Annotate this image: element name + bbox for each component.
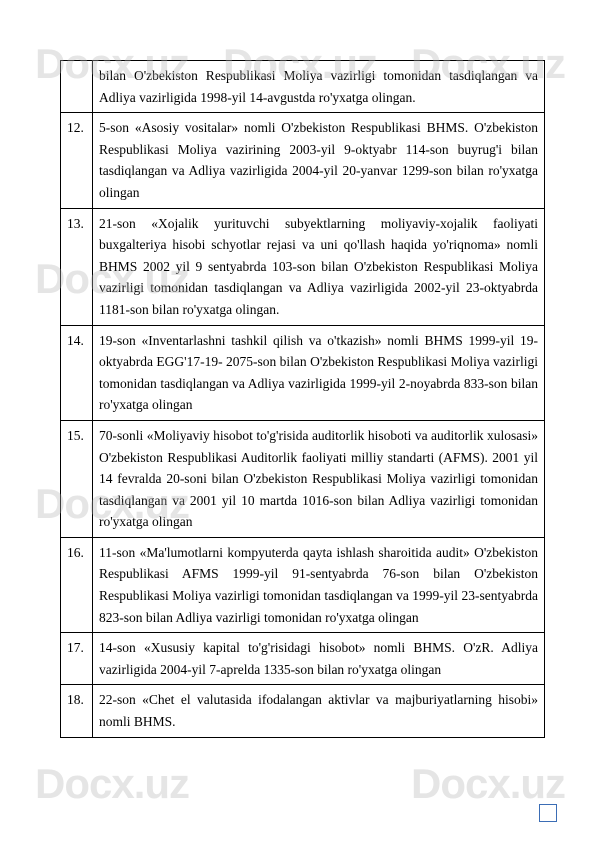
table-row: 15. 70-sonli «Moliyaviy hisobot to'g'ris… xyxy=(61,420,545,537)
row-text: 21-son «Xojalik yurituvchi subyektlarnin… xyxy=(93,208,545,325)
row-text: 19-son «Inventarlashni tashkil qilish va… xyxy=(93,325,545,420)
row-number: 12. xyxy=(61,113,93,208)
table-row: 17. 14-son «Xususiy kapital to'g'risidag… xyxy=(61,633,545,685)
document-table: bilan O'zbekiston Respublikasi Moliya va… xyxy=(60,60,545,738)
row-number: 18. xyxy=(61,685,93,737)
page-number-box xyxy=(539,804,557,822)
row-number: 14. xyxy=(61,325,93,420)
table-row: 18. 22-son «Chet el valutasida ifodalang… xyxy=(61,685,545,737)
table-row: bilan O'zbekiston Respublikasi Moliya va… xyxy=(61,61,545,113)
watermark: Docx.uz xyxy=(35,750,189,817)
row-text: 11-son «Ma'lumotlarni kompyuterda qayta … xyxy=(93,537,545,632)
table-row: 14. 19-son «Inventarlashni tashkil qilis… xyxy=(61,325,545,420)
row-number: 17. xyxy=(61,633,93,685)
row-text: 22-son «Chet el valutasida ifodalangan a… xyxy=(93,685,545,737)
table-row: 16. 11-son «Ma'lumotlarni kompyuterda qa… xyxy=(61,537,545,632)
row-text: 5-son «Asosiy vositalar» nomli O'zbekist… xyxy=(93,113,545,208)
table-row: 13. 21-son «Xojalik yurituvchi subyektla… xyxy=(61,208,545,325)
row-text: 14-son «Xususiy kapital to'g'risidagi hi… xyxy=(93,633,545,685)
row-number: 16. xyxy=(61,537,93,632)
row-text: 70-sonli «Moliyaviy hisobot to'g'risida … xyxy=(93,420,545,537)
row-number: 15. xyxy=(61,420,93,537)
row-number xyxy=(61,61,93,113)
row-text: bilan O'zbekiston Respublikasi Moliya va… xyxy=(93,61,545,113)
row-number: 13. xyxy=(61,208,93,325)
table-row: 12. 5-son «Asosiy vositalar» nomli O'zbe… xyxy=(61,113,545,208)
